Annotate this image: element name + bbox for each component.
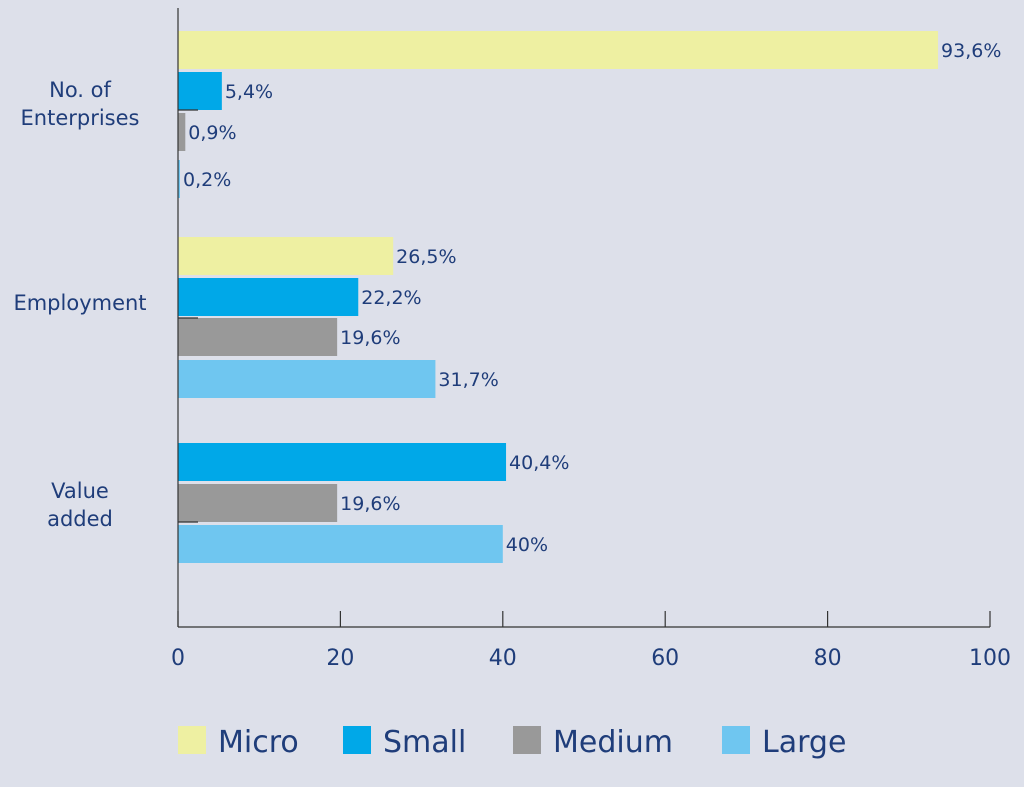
data-label-large-1: 31,7% [438, 369, 498, 391]
data-label-large-0: 0,2% [183, 169, 231, 191]
data-label-micro-0: 93,6% [941, 40, 1001, 62]
bar-micro-0 [178, 31, 939, 69]
x-tick-label-60: 60 [651, 646, 679, 671]
x-tick-label-20: 20 [326, 646, 354, 671]
category-label-2: Value added [47, 479, 113, 531]
legend-label-small: Small [383, 725, 466, 760]
bars-layer [178, 31, 939, 563]
data-label-medium-0: 0,9% [188, 122, 236, 144]
legend-swatch-micro [178, 726, 206, 754]
data-label-large-2: 40% [506, 534, 548, 556]
legend: Micro Small Medium Large [178, 725, 846, 760]
x-axis: 0 20 40 60 80 100 [171, 8, 1011, 671]
bar-small-2 [178, 443, 507, 481]
data-label-small-2: 40,4% [509, 452, 569, 474]
bar-medium-2 [178, 484, 338, 522]
bar-medium-1 [178, 318, 338, 356]
bar-micro-1 [178, 237, 394, 275]
x-tick-label-100: 100 [969, 646, 1011, 671]
bar-medium-0 [178, 113, 186, 151]
data-labels-layer: 93,6% 26,5% 5,4% 22,2% 40,4% 0,9% 19,6% 19,6% 0,… [183, 40, 1001, 556]
legend-swatch-large [722, 726, 750, 754]
legend-swatch-small [343, 726, 371, 754]
legend-label-medium: Medium [553, 725, 673, 760]
category-label-0: No. of Enterprises [21, 78, 140, 130]
category-label-1: Employment [13, 291, 146, 315]
x-tick-label-0: 0 [171, 646, 185, 671]
data-label-small-0: 5,4% [225, 81, 273, 103]
legend-label-large: Large [762, 725, 846, 760]
bar-large-2 [178, 525, 503, 563]
legend-label-micro: Micro [218, 725, 299, 760]
data-label-medium-2: 19,6% [340, 493, 400, 515]
data-label-micro-1: 26,5% [396, 246, 456, 268]
x-tick-label-40: 40 [489, 646, 517, 671]
bar-large-1 [178, 360, 436, 398]
bar-small-0 [178, 72, 222, 110]
data-label-medium-1: 19,6% [340, 327, 400, 349]
category-labels: No. of Enterprises Employment Value added [13, 78, 146, 531]
legend-swatch-medium [513, 726, 541, 754]
data-label-small-1: 22,2% [361, 287, 421, 309]
bar-small-1 [178, 278, 359, 316]
x-tick-label-80: 80 [814, 646, 842, 671]
bar-large-0 [178, 160, 180, 198]
